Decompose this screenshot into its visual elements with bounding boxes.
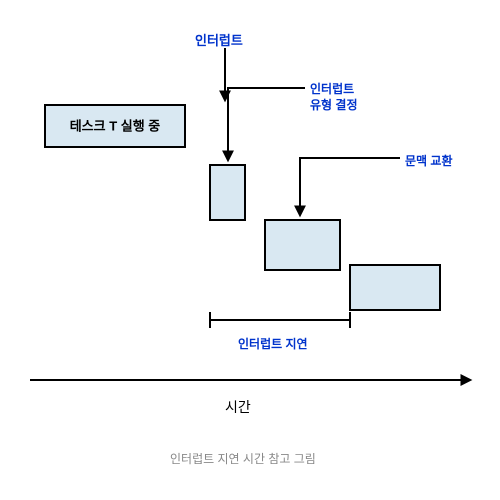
delay-bracket [210,312,350,328]
diagram-svg: 테스크 T 실행 중 [0,0,500,500]
label-type_decision_l2: 유형 결정 [310,96,358,113]
label-type_decision_l1: 인터럽트 [310,80,354,97]
label-interrupt_delay: 인터럽트 지연 [238,335,308,352]
box_mid [265,220,340,270]
box_wide [350,265,440,310]
task_running-label: 테스크 T 실행 중 [70,119,161,134]
a_type [228,88,305,160]
label-context_switch: 문맥 교환 [405,152,453,169]
box_small [210,165,245,220]
label-caption: 인터럽트 지연 시간 참고 그림 [170,450,316,467]
label-time_axis: 시간 [225,397,251,417]
a_ctx [300,158,400,215]
label-interrupt: 인터럽트 [195,30,243,49]
diagram-stage: 테스크 T 실행 중 인터럽트인터럽트유형 결정문맥 교환인터럽트 지연시간인터… [0,0,500,500]
